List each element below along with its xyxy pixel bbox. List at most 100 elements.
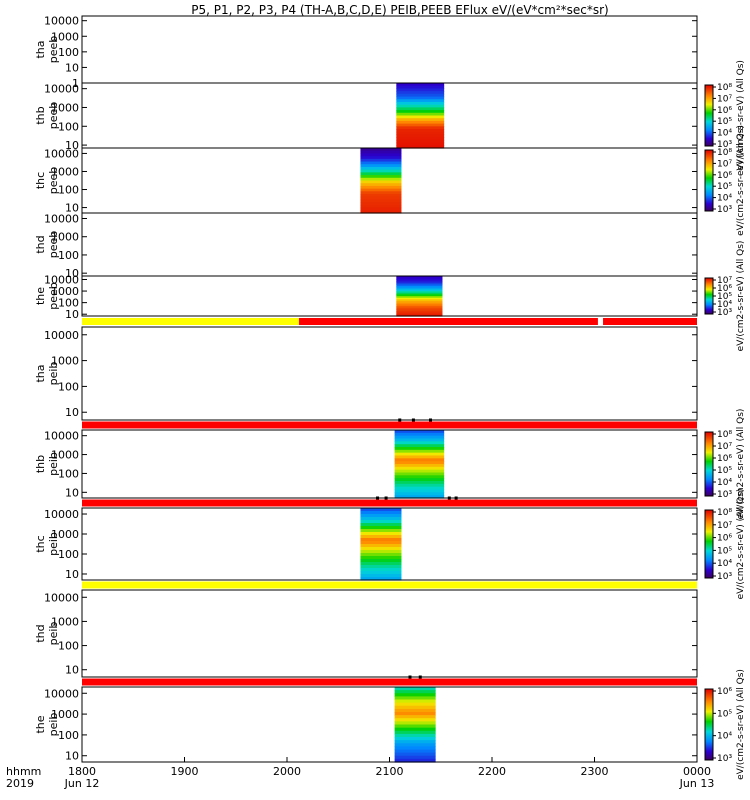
spectrogram-cell (394, 749, 436, 754)
spectrogram-cell (396, 302, 443, 305)
spectrogram-cell (394, 733, 436, 738)
colorbar-gradient (704, 277, 714, 315)
flag-marker (447, 496, 451, 500)
spectrogram-cell (396, 134, 445, 138)
panel-label-product: peeb (47, 231, 60, 259)
colorbar-tick-label: 10⁷ (717, 276, 732, 286)
colorbar-tick-label: 10³ (717, 308, 732, 318)
spectrogram-cell (394, 730, 436, 735)
y-tick-label: 10 (65, 202, 79, 215)
y-tick-label: 10000 (44, 212, 79, 225)
spectrogram-cell (396, 131, 445, 136)
spectrogram-cell (396, 294, 443, 297)
spectrogram-cell (396, 276, 443, 279)
spectrogram-cell (394, 495, 445, 499)
y-tick-label: 10000 (44, 147, 79, 160)
flag-segment (82, 581, 697, 589)
panel-label-product: peeb (47, 36, 60, 64)
spectrogram-cell (396, 142, 445, 146)
spectrogram-cell (360, 194, 402, 198)
y-tick-label: 100 (58, 729, 79, 742)
spectrogram-block (360, 508, 402, 581)
flag-marker (454, 496, 458, 500)
x-date-label-start: Jun 12 (64, 777, 100, 790)
colorbar-tick-label: 10⁶ (717, 171, 732, 181)
colorbar-tick-label: 10⁶ (717, 687, 732, 697)
spectrogram-cell (360, 188, 402, 192)
spectrogram-cell (360, 185, 402, 190)
spectrogram-cell (394, 752, 436, 757)
spectrogram-cell (394, 452, 445, 457)
x-tick-label: 2200 (478, 765, 506, 778)
spectrogram-cell (360, 520, 402, 524)
panel-thd-peeb: 10 100 1000 10000 thd peeb (34, 212, 698, 280)
panel-label-probe: thd (34, 624, 47, 642)
spectrogram-block (394, 687, 436, 763)
spectrogram-cell (396, 279, 443, 282)
colorbar-tick-label: 10⁵ (717, 292, 732, 302)
spectrogram-cell (360, 577, 402, 581)
y-tick-label: 10 (65, 486, 79, 499)
panel-frame (81, 15, 698, 84)
flag-marker (384, 496, 388, 500)
panel-frame (81, 326, 698, 421)
spectrogram-cell (396, 286, 443, 289)
spectrogram-cell (360, 148, 402, 152)
spectrogram-cell (360, 172, 402, 176)
spectrogram-cell (396, 118, 445, 122)
spectrogram-cell (360, 562, 402, 566)
y-tick-label: 1000 (51, 355, 79, 368)
colorbar-gradient (704, 84, 714, 147)
panel-label-product: peib (47, 362, 60, 386)
spectrogram-cell (360, 553, 402, 557)
spectrogram-cell (396, 88, 445, 92)
y-tick-label: 1000 (51, 708, 79, 721)
spectrogram-cell (360, 508, 402, 512)
spectrogram-cell (396, 139, 445, 144)
colorbar-tick-label: 10⁴ (717, 300, 732, 310)
spectrogram-cell (394, 438, 445, 442)
spectrogram-cell (396, 292, 443, 295)
y-tick-label: 100 (58, 120, 79, 133)
spectrogram-cell (396, 137, 445, 141)
spectrogram-cell (394, 708, 436, 713)
spectrogram-cell (396, 83, 445, 87)
spectrogram-cell (360, 532, 402, 536)
panel-tha-peib: 10 100 1000 10000 tha peib (34, 326, 698, 421)
time-axis: hhmm 2019 Jun 12 Jun 13 1800 1900 2000 2100… (6, 757, 714, 790)
y-tick-label: 10000 (44, 83, 79, 96)
spectrogram-cell (396, 96, 445, 100)
spectrogram-cell (396, 307, 443, 310)
panel-label-probe: the (34, 287, 47, 305)
colorbar-tick-label: 10⁵ (717, 466, 732, 476)
spectrogram-cell (360, 571, 402, 575)
spectrogram-cell (394, 455, 445, 459)
spectrogram-cell (394, 469, 445, 474)
flag-segment (603, 318, 697, 325)
y-tick-label: 100 (58, 640, 79, 653)
spectrogram-cell (394, 486, 445, 491)
flag-bar (82, 581, 697, 589)
spectrogram-cell (394, 727, 436, 732)
spectrogram-cell (394, 718, 436, 722)
spectrogram-cell (394, 435, 445, 440)
y-tick-label: 100 (58, 467, 79, 480)
colorbar-tick-label: 10⁴ (717, 559, 732, 569)
flag-marker (429, 418, 432, 422)
figure-title: P5, P1, P2, P3, P4 (TH-A,B,C,D,E) PEIB,P… (191, 3, 608, 17)
flag-segment (82, 318, 299, 325)
spectrogram-cell (394, 492, 445, 496)
colorbar-tick-label: 10⁷ (717, 159, 732, 169)
spectrogram-cell (396, 101, 445, 106)
panel-frame (81, 82, 698, 149)
spectrogram-cell (396, 312, 443, 315)
y-tick-label: 10 (65, 568, 79, 581)
colorbar-tick-label: 10⁷ (717, 94, 732, 104)
spectrogram-cell (396, 120, 445, 125)
spectrogram-cell (360, 207, 402, 211)
